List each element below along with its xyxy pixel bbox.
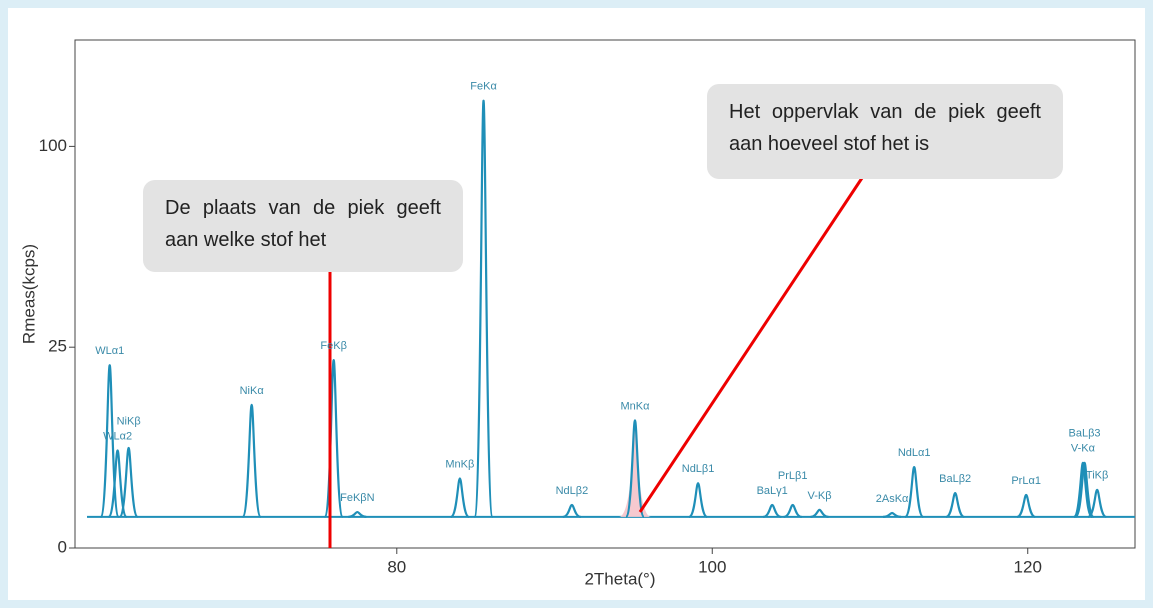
pointer-line bbox=[638, 177, 864, 513]
peak-label: NiKα bbox=[240, 385, 265, 397]
peak-label: V-Kα bbox=[1071, 443, 1096, 455]
peak bbox=[883, 511, 902, 518]
peak-label: FeKβN bbox=[340, 492, 375, 504]
peak bbox=[449, 477, 470, 518]
peak-label: PrLα1 bbox=[1011, 475, 1041, 487]
x-tick-label: 100 bbox=[698, 557, 726, 576]
peak-label: FeKβ bbox=[320, 340, 347, 352]
peak bbox=[107, 449, 128, 518]
y-tick-label: 25 bbox=[48, 337, 67, 356]
x-tick-label: 80 bbox=[387, 557, 406, 576]
peak-label: V-Kβ bbox=[807, 490, 831, 502]
peak bbox=[688, 482, 708, 518]
peak bbox=[810, 508, 829, 518]
peak-label: BaLγ1 bbox=[757, 485, 788, 497]
peak-label: WLα1 bbox=[95, 345, 124, 357]
peak bbox=[904, 465, 925, 518]
peak bbox=[118, 446, 139, 518]
peak bbox=[1074, 461, 1095, 518]
peak bbox=[624, 419, 646, 518]
peak bbox=[1016, 493, 1036, 518]
peak bbox=[1087, 488, 1107, 518]
peak bbox=[945, 491, 965, 518]
peak-label: BaLβ2 bbox=[939, 473, 971, 485]
peak-label: NiKβ bbox=[117, 415, 141, 427]
peak-label: FeKα bbox=[470, 81, 497, 93]
peak bbox=[562, 503, 582, 518]
plot-frame bbox=[74, 39, 1136, 549]
x-axis-title: 2Theta(°) bbox=[584, 569, 655, 588]
peak-label: TiKβ bbox=[1086, 470, 1108, 482]
peak bbox=[1072, 461, 1094, 518]
peak-label: PrLβ1 bbox=[778, 470, 808, 482]
y-tick-label: 100 bbox=[39, 136, 67, 155]
peak bbox=[348, 510, 367, 518]
peak bbox=[783, 503, 802, 518]
peak bbox=[762, 503, 782, 518]
peak-label: NdLβ1 bbox=[682, 463, 715, 475]
peak-label: BaLβ3 bbox=[1069, 428, 1101, 440]
x-tick-label: 120 bbox=[1014, 557, 1042, 576]
peak-label: NdLβ2 bbox=[556, 485, 589, 497]
peak-label: 2AsKα bbox=[876, 493, 909, 505]
peak bbox=[241, 403, 262, 518]
callout: Het oppervlak van de piek geeft aan hoev… bbox=[707, 84, 1063, 179]
y-tick-label: 0 bbox=[58, 537, 67, 556]
peak bbox=[473, 99, 494, 518]
peak-area bbox=[618, 420, 651, 517]
y-axis-title: Rmeas(kcps) bbox=[19, 244, 38, 344]
peak-label: MnKα bbox=[620, 400, 650, 412]
callout: De plaats van de piek geeft aan welke st… bbox=[143, 180, 463, 272]
peak-label: WLα2 bbox=[103, 430, 132, 442]
peak-label: MnKβ bbox=[445, 458, 474, 470]
peak-label: NdLα1 bbox=[898, 447, 931, 459]
